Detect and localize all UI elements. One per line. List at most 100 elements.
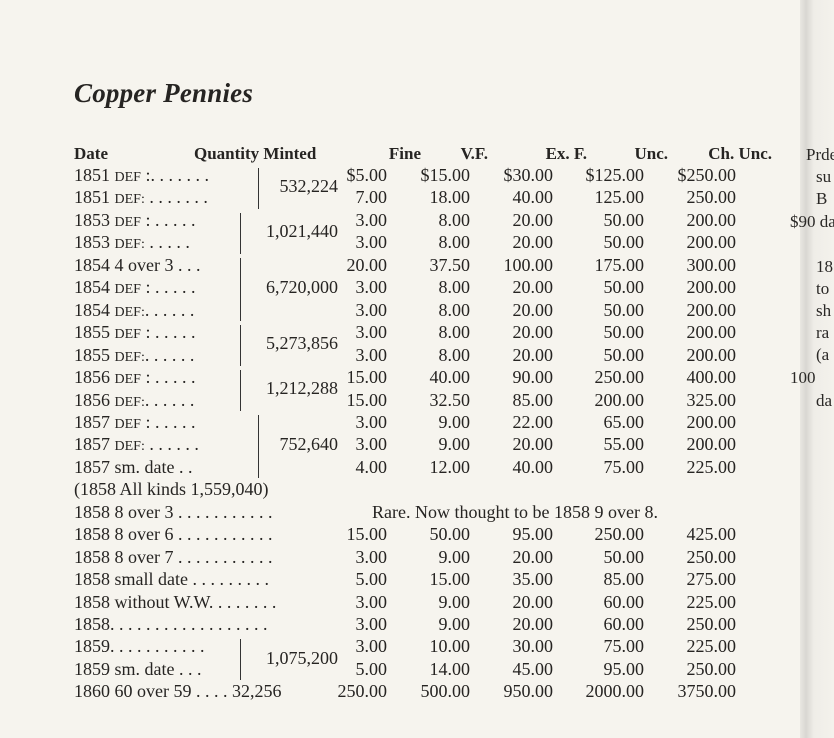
row-year: 1857 bbox=[74, 434, 110, 455]
price-cell: 5.00 bbox=[355, 569, 388, 590]
price-cell: 3.00 bbox=[355, 434, 388, 455]
table-row: 1857 DEF: . . . . . . 3.00 9.00 20.00 55.00 2… bbox=[0, 434, 800, 456]
price-cell: 9.00 bbox=[438, 614, 471, 634]
price-cell: 22.00 bbox=[512, 411, 554, 432]
row-year: 1857 bbox=[74, 456, 110, 477]
price-cell: 3.00 bbox=[355, 591, 388, 612]
row-year: 1858 bbox=[74, 546, 110, 567]
price-cell: 50.00 bbox=[603, 546, 645, 567]
table-row: 1853 DEF : . . . . . 3.00 8.00 20.00 50.00 20… bbox=[0, 210, 800, 232]
row-description: : . . . . . bbox=[140, 209, 196, 230]
price-cell: 250.00 bbox=[337, 681, 388, 702]
row-variety: DEF bbox=[114, 282, 141, 298]
row-year: (1858 All kinds 1,559,040) bbox=[74, 479, 269, 500]
row-year: 1858 bbox=[74, 614, 110, 634]
row-date: 1854 DEF : . . . . . bbox=[74, 277, 195, 298]
price-cell: 9.00 bbox=[438, 434, 471, 455]
table-row: 1858 8 over 7 . . . . . . . . . . . 3.00 9… bbox=[0, 547, 800, 569]
row-date: 1860 60 over 59 . . . . 32,256 bbox=[74, 681, 281, 702]
quantity-minted: 5,273,856 bbox=[266, 333, 338, 354]
price-cell: 325.00 bbox=[686, 389, 737, 410]
fragment-text: Prde bbox=[806, 145, 834, 164]
fragment-text: 100 bbox=[790, 368, 816, 387]
price-cell: 250.00 bbox=[594, 367, 645, 388]
row-date: 1859 sm. date . . . bbox=[74, 659, 202, 680]
table-row: 1858 8 over 3 . . . . . . . . . . . Rare.… bbox=[0, 502, 800, 524]
fragment-text: (a bbox=[816, 345, 830, 364]
table-row: 1851 DEF :. . . . . . . $5.00 $15.00 $30.00… bbox=[0, 165, 800, 187]
price-cell: 50.00 bbox=[603, 344, 645, 365]
price-cell: 200.00 bbox=[686, 411, 737, 432]
row-date: 1856 DEF : . . . . . bbox=[74, 367, 195, 388]
price-cell: 14.00 bbox=[429, 658, 471, 679]
table-row: 1855 DEF : . . . . . 3.00 8.00 20.00 50.00 20… bbox=[0, 322, 800, 344]
price-cell: 8.00 bbox=[438, 299, 471, 320]
fragment-text: to bbox=[816, 279, 830, 298]
price-cell: 8.00 bbox=[438, 322, 471, 343]
price-cell: 50.00 bbox=[603, 322, 645, 343]
table-row: 1860 60 over 59 . . . . 32,256 250.00 500.… bbox=[0, 681, 800, 703]
row-description: . . . . . . . . . . . bbox=[110, 636, 205, 657]
row-year: 1858 bbox=[74, 569, 110, 590]
price-cell: 200.00 bbox=[686, 299, 737, 320]
group-bracket bbox=[240, 212, 241, 254]
price-cell: 400.00 bbox=[686, 367, 737, 388]
row-date: 1855 DEF:. . . . . . bbox=[74, 345, 194, 366]
price-cell: 35.00 bbox=[512, 569, 554, 590]
quantity-minted: 1,021,440 bbox=[266, 221, 338, 242]
price-cell: 950.00 bbox=[503, 681, 554, 702]
price-cell: 85.00 bbox=[512, 389, 554, 410]
group-bracket bbox=[240, 257, 241, 322]
row-year: 1858 bbox=[74, 524, 110, 545]
row-description: 60 over 59 . . . . 32,256 bbox=[110, 681, 282, 702]
row-year: 1858 bbox=[74, 591, 110, 612]
price-cell: 20.00 bbox=[512, 591, 554, 612]
price-cell: 50.00 bbox=[603, 277, 645, 298]
row-description: : . . . . . bbox=[140, 411, 196, 432]
price-cell: 500.00 bbox=[420, 681, 471, 702]
table-row: 1854 4 over 3 . . . 20.00 37.50 100.00 175.0… bbox=[0, 255, 800, 277]
row-description: . . . . . . bbox=[144, 389, 195, 410]
price-cell: 200.00 bbox=[686, 232, 737, 253]
fragment-text: da bbox=[816, 391, 833, 410]
price-cell: 75.00 bbox=[603, 456, 645, 477]
price-cell: 3.00 bbox=[355, 636, 388, 657]
table-row: 1859 sm. date . . . 5.00 14.00 45.00 95.00 25… bbox=[0, 659, 800, 681]
price-cell: 55.00 bbox=[603, 434, 645, 455]
row-year: 1853 bbox=[74, 209, 110, 230]
price-cell: 200.00 bbox=[686, 209, 737, 230]
fragment-text: ra bbox=[816, 323, 830, 342]
price-cell: 20.00 bbox=[512, 232, 554, 253]
price-cell: 425.00 bbox=[686, 524, 737, 545]
table-row: 1856 DEF : . . . . . 15.00 40.00 90.00 250.0… bbox=[0, 367, 800, 389]
price-cell: 20.00 bbox=[512, 322, 554, 343]
price-cell: 225.00 bbox=[686, 636, 737, 657]
price-cell: 3750.00 bbox=[677, 681, 737, 702]
price-cell: 3.00 bbox=[355, 614, 388, 634]
price-cell: $5.00 bbox=[346, 165, 388, 185]
row-description: small date . . . . . . . . . bbox=[110, 569, 269, 590]
row-description: 8 over 6 . . . . . . . . . . . bbox=[110, 524, 273, 545]
row-variety: DEF: bbox=[114, 439, 145, 455]
table-row: 1854 DEF : . . . . . 3.00 8.00 20.00 50.00 20… bbox=[0, 277, 800, 299]
price-cell: 20.00 bbox=[512, 209, 554, 230]
header-exf: Ex. F. bbox=[545, 144, 587, 163]
row-description: sm. date . . . bbox=[110, 658, 202, 679]
header-quantity: Quantity Minted bbox=[194, 144, 317, 163]
table-row: 1858. . . . . . . . . . . . . . . . . . 3… bbox=[0, 614, 800, 636]
price-cell: 3.00 bbox=[355, 232, 388, 253]
row-description: . . . . . . . . . . . . . . . . . . bbox=[110, 614, 268, 634]
quantity-minted: 1,075,200 bbox=[266, 647, 338, 668]
price-cell: 8.00 bbox=[438, 209, 471, 230]
row-date: 1853 DEF : . . . . . bbox=[74, 210, 195, 231]
price-cell: 3.00 bbox=[355, 299, 388, 320]
row-description: 8 over 7 . . . . . . . . . . . bbox=[110, 546, 273, 567]
price-cell: 15.00 bbox=[346, 524, 388, 545]
price-cell: 3.00 bbox=[355, 344, 388, 365]
group-bracket bbox=[240, 639, 241, 681]
row-description: : . . . . . bbox=[140, 277, 196, 298]
price-cell: 45.00 bbox=[512, 658, 554, 679]
row-year: 1854 bbox=[74, 277, 110, 298]
price-cell: 8.00 bbox=[438, 232, 471, 253]
quantity-minted: 1,212,288 bbox=[266, 378, 338, 399]
